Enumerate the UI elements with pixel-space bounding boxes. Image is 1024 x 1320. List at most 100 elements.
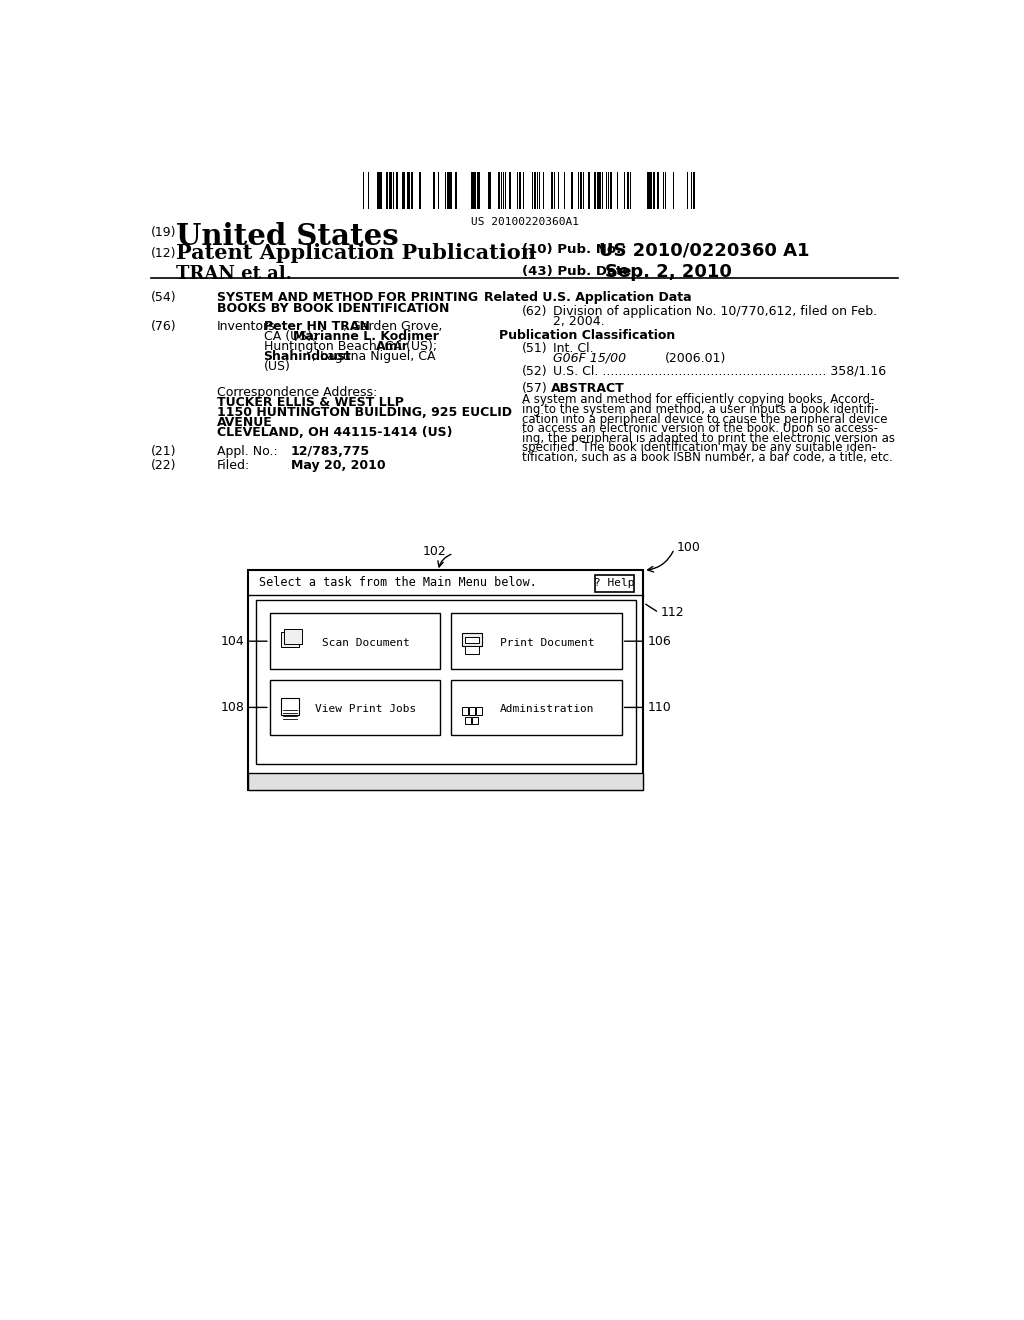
Bar: [476, 708, 482, 715]
Bar: [478, 172, 480, 209]
Text: Inventors:: Inventors:: [217, 321, 280, 333]
Text: (52): (52): [521, 364, 547, 378]
Text: 100: 100: [677, 541, 700, 554]
Text: (10) Pub. No.:: (10) Pub. No.:: [521, 243, 627, 256]
Bar: [386, 172, 388, 209]
Text: TRAN et al.: TRAN et al.: [176, 264, 292, 282]
Text: to access an electronic version of the book. Upon so access-: to access an electronic version of the b…: [521, 422, 878, 436]
Bar: [687, 172, 688, 209]
Text: BOOKS BY BOOK IDENTIFICATION: BOOKS BY BOOK IDENTIFICATION: [217, 302, 450, 314]
Bar: [270, 680, 440, 735]
Text: 102: 102: [422, 545, 446, 557]
Text: A system and method for efficiently copying books. Accord-: A system and method for efficiently copy…: [521, 393, 874, 407]
Text: Correspondence Address:: Correspondence Address:: [217, 385, 378, 399]
Bar: [663, 172, 665, 209]
Bar: [563, 172, 565, 209]
Bar: [693, 172, 694, 209]
Bar: [256, 599, 636, 763]
Text: , Laguna Niguel, CA: , Laguna Niguel, CA: [312, 350, 436, 363]
Bar: [610, 172, 611, 209]
Bar: [551, 172, 554, 209]
Text: (12): (12): [152, 247, 177, 260]
Bar: [451, 172, 452, 209]
Text: (54): (54): [152, 290, 177, 304]
Text: 104: 104: [220, 635, 245, 648]
Text: 1150 HUNTINGTON BUILDING, 925 EUCLID: 1150 HUNTINGTON BUILDING, 925 EUCLID: [217, 405, 512, 418]
Text: Int. Cl.: Int. Cl.: [553, 342, 593, 355]
Bar: [378, 172, 381, 209]
Bar: [472, 717, 478, 725]
Bar: [656, 172, 658, 209]
Bar: [501, 172, 503, 209]
Text: 108: 108: [220, 701, 245, 714]
Bar: [420, 172, 421, 209]
Bar: [452, 680, 622, 735]
Text: CLEVELAND, OH 44115-1414 (US): CLEVELAND, OH 44115-1414 (US): [217, 425, 453, 438]
Text: CA (US);: CA (US);: [263, 330, 319, 343]
Text: Division of application No. 10/770,612, filed on Feb.: Division of application No. 10/770,612, …: [553, 305, 877, 318]
Bar: [471, 172, 474, 209]
Text: U.S. Cl. ........................................................ 358/1.16: U.S. Cl. ...............................…: [553, 364, 886, 378]
Bar: [455, 172, 458, 209]
Bar: [588, 172, 590, 209]
Text: Administration: Administration: [500, 704, 595, 714]
Text: Sep. 2, 2010: Sep. 2, 2010: [604, 263, 731, 281]
Text: (62): (62): [521, 305, 547, 318]
Bar: [389, 172, 391, 209]
Bar: [535, 172, 536, 209]
Bar: [452, 614, 622, 669]
Bar: [652, 172, 655, 209]
Bar: [402, 172, 404, 209]
Text: 112: 112: [660, 606, 684, 619]
Bar: [432, 172, 435, 209]
Bar: [580, 172, 583, 209]
Text: cation into a peripheral device to cause the peripheral device: cation into a peripheral device to cause…: [521, 412, 887, 425]
Text: , Garden Grove,: , Garden Grove,: [343, 321, 442, 333]
Bar: [578, 172, 579, 209]
Bar: [488, 172, 490, 209]
Text: tification, such as a book ISBN number, a bar code, a title, etc.: tification, such as a book ISBN number, …: [521, 451, 893, 465]
Bar: [447, 172, 450, 209]
Text: AVENUE: AVENUE: [217, 416, 272, 429]
Text: (US): (US): [263, 360, 291, 374]
Text: Select a task from the Main Menu below.: Select a task from the Main Menu below.: [259, 576, 537, 589]
Bar: [627, 172, 629, 209]
Text: (21): (21): [152, 445, 177, 458]
Text: 12/783,775: 12/783,775: [291, 445, 370, 458]
Text: Huntington Beach, CA (US);: Huntington Beach, CA (US);: [263, 341, 440, 354]
Bar: [465, 636, 479, 643]
Text: ? Help: ? Help: [595, 578, 635, 589]
Bar: [650, 172, 652, 209]
Text: Scan Document: Scan Document: [323, 638, 410, 648]
Text: Filed:: Filed:: [217, 459, 251, 471]
Text: TUCKER ELLIS & WEST LLP: TUCKER ELLIS & WEST LLP: [217, 396, 404, 409]
Text: (51): (51): [521, 342, 547, 355]
Text: US 2010/0220360 A1: US 2010/0220360 A1: [599, 242, 810, 260]
Text: Publication Classification: Publication Classification: [500, 330, 676, 342]
Text: US 20100220360A1: US 20100220360A1: [471, 216, 579, 227]
Bar: [595, 576, 634, 591]
Bar: [607, 172, 609, 209]
Bar: [499, 172, 500, 209]
Bar: [284, 628, 302, 644]
Text: 2, 2004.: 2, 2004.: [553, 314, 604, 327]
Text: 110: 110: [647, 701, 671, 714]
Bar: [281, 632, 299, 647]
Text: (19): (19): [152, 226, 177, 239]
Text: (57): (57): [521, 381, 548, 395]
Text: United States: United States: [176, 222, 398, 251]
Text: Shahindoust: Shahindoust: [263, 350, 351, 363]
Text: ABSTRACT: ABSTRACT: [551, 381, 625, 395]
Text: (22): (22): [152, 459, 177, 471]
Bar: [248, 570, 643, 789]
Text: specified. The book identification may be any suitable iden-: specified. The book identification may b…: [521, 441, 876, 454]
Bar: [270, 614, 440, 669]
Text: Amir: Amir: [376, 341, 409, 354]
Bar: [539, 172, 541, 209]
Bar: [465, 645, 479, 653]
Bar: [594, 172, 596, 209]
Text: Patent Application Publication: Patent Application Publication: [176, 243, 536, 263]
Bar: [509, 172, 511, 209]
Text: (43) Pub. Date:: (43) Pub. Date:: [521, 264, 636, 277]
Bar: [462, 708, 468, 715]
